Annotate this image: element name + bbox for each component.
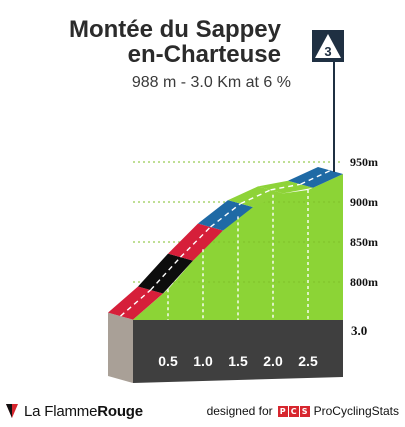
profile-top-segment [228,186,283,208]
profile-side-face [108,312,133,383]
pcs-badge-letter: S [299,405,310,417]
profile-centerline [149,256,182,291]
category-triangle-icon [315,34,341,58]
brand-text: La FlammeRouge [24,403,143,420]
profile-centerline [210,203,241,228]
km-label: 2.5 [298,353,318,369]
pcs-name-text: ProCyclingStats [313,404,399,418]
designed-for-pcs: designed for P C S ProCyclingStats [207,402,399,420]
brand-suffix: Rouge [97,402,143,420]
climb-title-line2: en-Charteuse [127,41,281,68]
profile-centerline [240,189,271,205]
altitude-label: 900m [350,195,378,209]
km-label: 1.0 [193,353,213,369]
altitude-label: 850m [350,235,378,249]
distance-base-bar [133,320,343,383]
profile-centerline [120,289,151,317]
brand-prefix: La Flamme [24,402,98,420]
pcs-badge-letter: C [288,405,299,417]
profile-top-segment [288,167,343,188]
pcs-badge-letter: P [277,405,288,417]
km-label: 0.5 [158,353,178,369]
la-flamme-rouge-brand: La FlammeRouge [5,402,143,420]
profile-centerline [180,226,211,258]
km-label: 1.5 [228,353,248,369]
designed-for-text: designed for [206,404,273,418]
km-label: 2.0 [263,353,283,369]
category-number: 3 [324,44,331,59]
red-flag-logo-icon [6,404,18,418]
climb-subtitle: 988 m - 3.0 Km at 6 % [131,74,291,91]
profile-centerline [300,169,331,185]
climb-title-line1: Montée du Sappey [68,16,281,43]
pcs-badge-icon: P C S [277,405,311,417]
altitude-label: 800m [350,275,378,289]
total-distance-label: 3.0 [351,323,367,338]
altitude-label: 950m [350,155,378,169]
